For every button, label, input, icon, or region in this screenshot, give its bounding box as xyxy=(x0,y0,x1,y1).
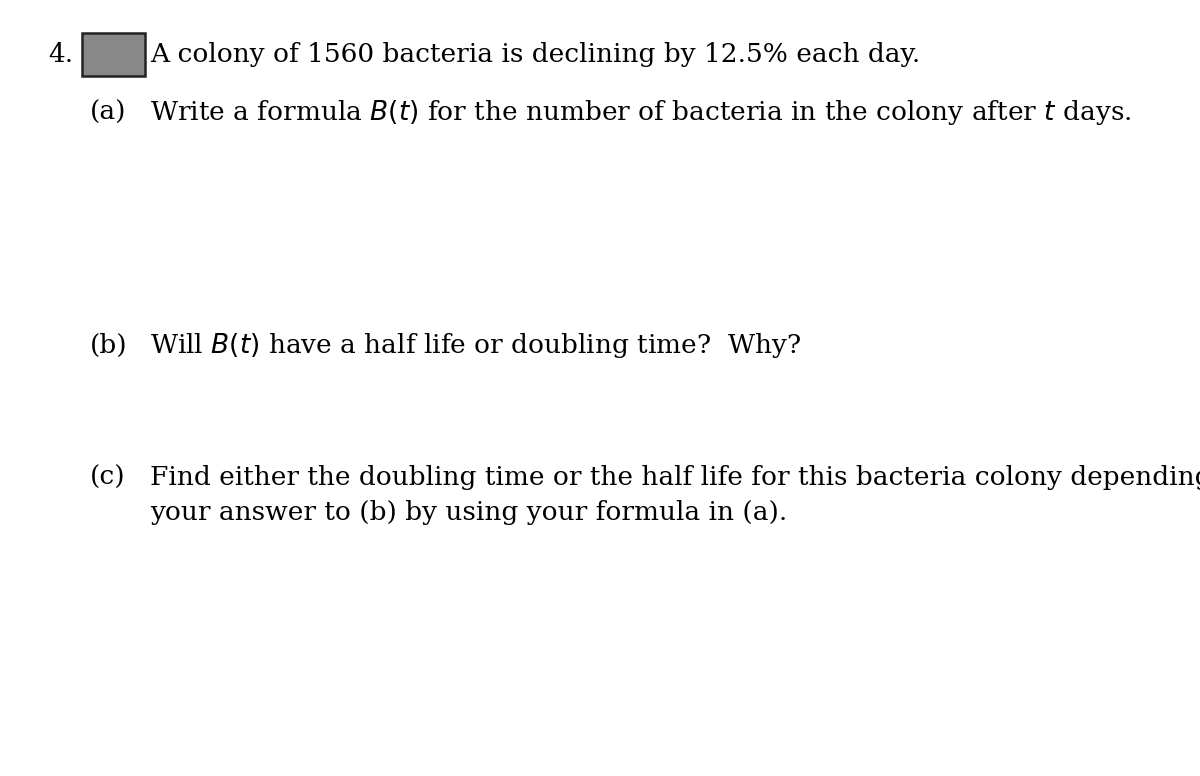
Text: (b): (b) xyxy=(90,333,127,358)
Text: Find either the doubling time or the half life for this bacteria colony dependin: Find either the doubling time or the hal… xyxy=(150,465,1200,490)
Text: your answer to (b) by using your formula in (a).: your answer to (b) by using your formula… xyxy=(150,500,787,525)
Text: A colony of 1560 bacteria is declining by 12.5% each day.: A colony of 1560 bacteria is declining b… xyxy=(150,42,920,67)
Text: Will $B(t)$ have a half life or doubling time?  Why?: Will $B(t)$ have a half life or doubling… xyxy=(150,331,800,360)
Text: (a): (a) xyxy=(90,100,126,125)
Text: Write a formula $B(t)$ for the number of bacteria in the colony after $t$ days.: Write a formula $B(t)$ for the number of… xyxy=(150,98,1132,127)
Text: 4.: 4. xyxy=(48,42,73,67)
Text: (c): (c) xyxy=(90,465,126,490)
Bar xyxy=(82,33,145,76)
